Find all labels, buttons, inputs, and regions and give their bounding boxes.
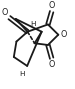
Text: O: O: [48, 60, 55, 69]
Text: H: H: [20, 71, 25, 77]
Text: H: H: [31, 21, 36, 27]
Text: O: O: [60, 30, 67, 39]
Text: O: O: [2, 8, 8, 17]
Text: O: O: [48, 1, 55, 10]
